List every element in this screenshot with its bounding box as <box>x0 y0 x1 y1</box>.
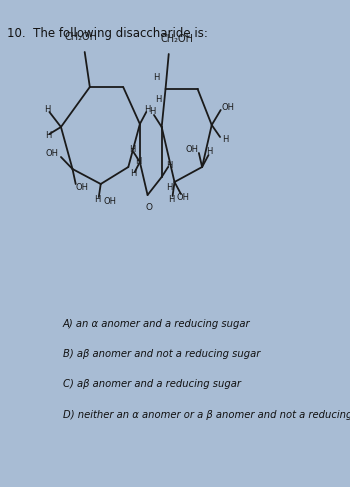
Text: OH: OH <box>222 102 235 112</box>
Text: B) aβ anomer and not a reducing sugar: B) aβ anomer and not a reducing sugar <box>63 349 260 359</box>
Text: H: H <box>206 148 213 156</box>
Text: A) an α anomer and a reducing sugar: A) an α anomer and a reducing sugar <box>63 319 251 329</box>
Text: H: H <box>135 157 141 167</box>
Text: OH: OH <box>177 193 190 203</box>
Text: H: H <box>149 108 155 116</box>
Text: H: H <box>130 169 136 179</box>
Text: H: H <box>153 73 159 81</box>
Text: OH: OH <box>46 150 58 158</box>
Text: H: H <box>166 183 173 191</box>
Text: H: H <box>94 195 101 205</box>
Text: H: H <box>168 195 175 205</box>
Text: H: H <box>166 161 173 169</box>
Text: H: H <box>129 146 135 154</box>
Text: OH: OH <box>104 198 117 206</box>
Text: H: H <box>222 135 228 145</box>
Text: 10.  The following disaccharide is:: 10. The following disaccharide is: <box>7 27 208 40</box>
Text: OH: OH <box>76 183 89 191</box>
Text: H: H <box>44 105 50 113</box>
Text: H: H <box>45 131 51 139</box>
Text: CH₂OH: CH₂OH <box>64 32 97 42</box>
Text: C) aβ anomer and a reducing sugar: C) aβ anomer and a reducing sugar <box>63 379 241 390</box>
Text: D) neither an α anomer or a β anomer and not a reducing sugar: D) neither an α anomer or a β anomer and… <box>63 410 350 420</box>
Text: OH: OH <box>186 145 199 153</box>
Text: O: O <box>145 203 152 211</box>
Text: H: H <box>144 105 151 113</box>
Text: H: H <box>155 94 161 104</box>
Text: CH₂OH: CH₂OH <box>161 34 194 44</box>
